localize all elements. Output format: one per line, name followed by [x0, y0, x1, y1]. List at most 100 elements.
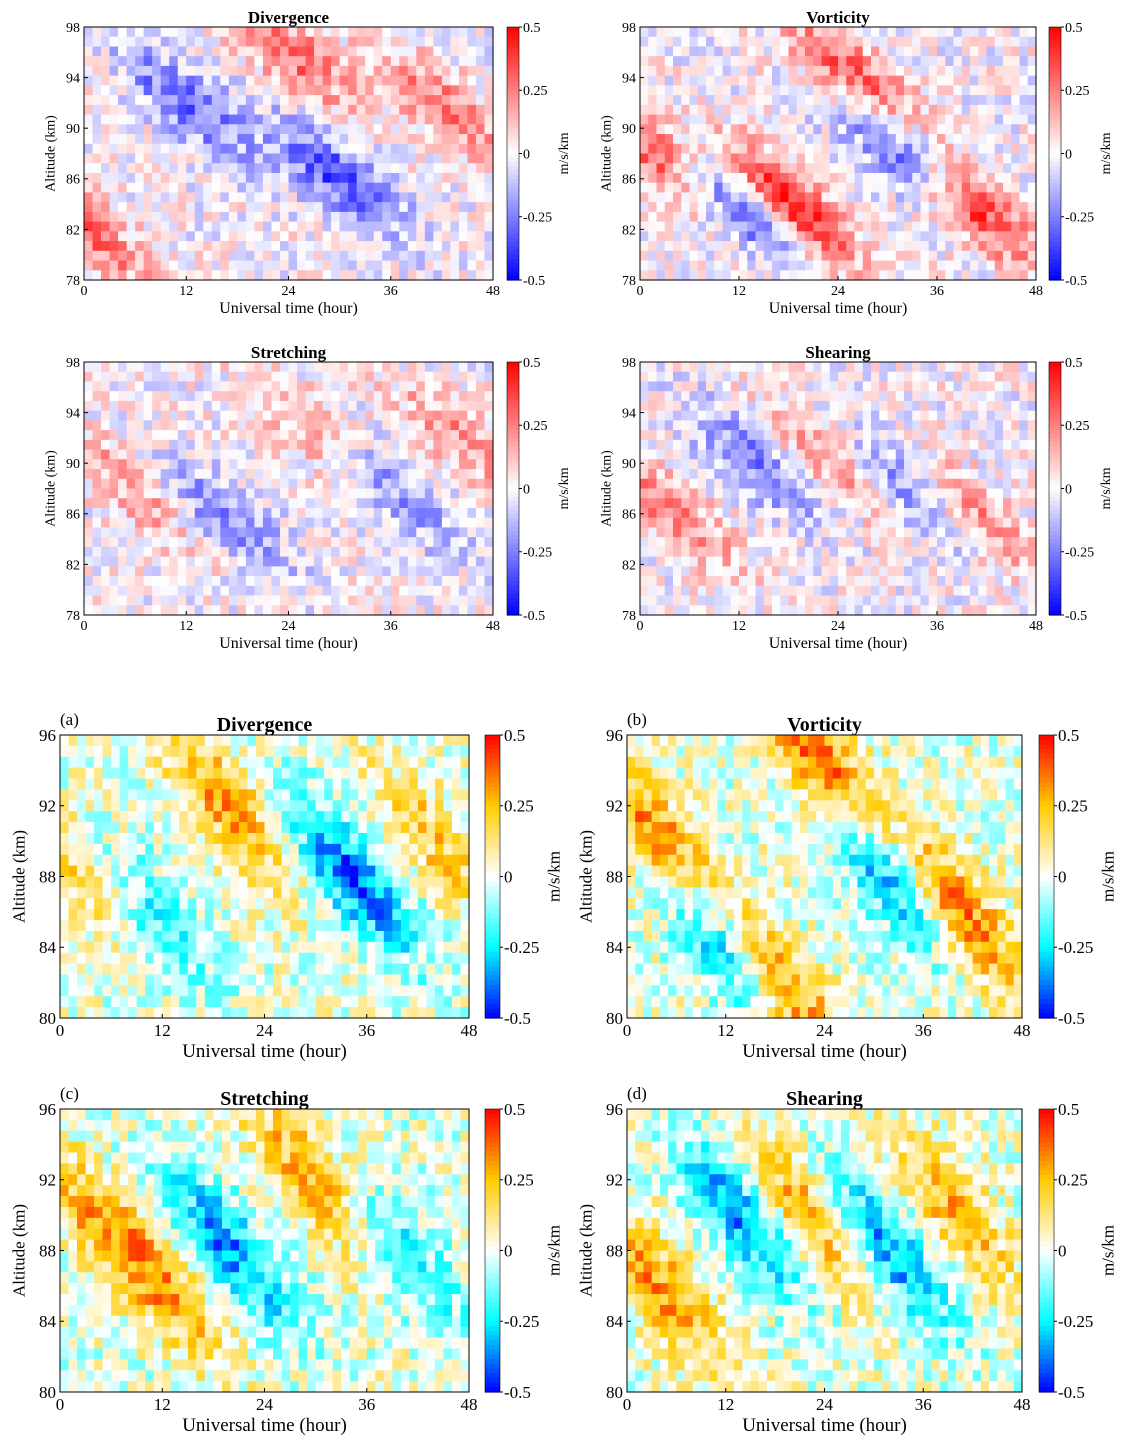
heatmap-cell: [755, 56, 765, 67]
heatmap-cell: [203, 172, 213, 184]
heatmap-cell: [887, 371, 897, 383]
heatmap-cell: [211, 517, 221, 529]
heatmap-cell: [475, 250, 486, 262]
heatmap-cell: [109, 430, 119, 441]
heatmap-cell: [986, 410, 996, 421]
heatmap-cell: [245, 362, 256, 373]
heatmap-cell: [177, 381, 187, 392]
colorbar-segment: [507, 136, 519, 142]
heatmap-cell: [288, 371, 298, 383]
heatmap-cell: [920, 260, 930, 271]
heatmap-cell: [656, 498, 666, 509]
heatmap-cell: [254, 75, 264, 86]
heatmap-cell: [177, 172, 187, 184]
heatmap-cell: [314, 134, 324, 145]
heatmap-cell: [254, 36, 264, 48]
heatmap-cell: [813, 182, 823, 194]
heatmap-cell: [846, 537, 856, 548]
heatmap-cell: [177, 527, 187, 538]
heatmap-cell: [978, 270, 988, 281]
heatmap-cell: [821, 459, 831, 470]
heatmap-cell: [854, 95, 864, 106]
heatmap-cell: [245, 241, 256, 252]
heatmap-cell: [813, 371, 823, 383]
heatmap-cell: [714, 134, 724, 145]
heatmap-cell: [203, 362, 213, 373]
heatmap-cell: [228, 124, 238, 135]
heatmap-cell: [271, 420, 281, 431]
heatmap-cell: [813, 211, 823, 223]
heatmap-cell: [135, 95, 145, 106]
heatmap-cell: [681, 260, 691, 271]
heatmap-cell: [714, 449, 724, 460]
heatmap-cell: [747, 439, 757, 451]
heatmap-cell: [390, 420, 400, 431]
heatmap-cell: [220, 546, 230, 558]
heatmap-cell: [747, 469, 757, 480]
heatmap-cell: [211, 391, 221, 402]
heatmap-cell: [467, 46, 477, 57]
heatmap-cell: [1011, 439, 1021, 451]
heatmap-cell: [433, 163, 443, 174]
heatmap-cell: [101, 420, 111, 431]
heatmap-cell: [961, 211, 971, 223]
heatmap-cell: [331, 95, 341, 106]
heatmap-cell: [475, 211, 486, 223]
heatmap-cell: [279, 595, 290, 606]
heatmap-cell: [305, 439, 315, 451]
heatmap-cell: [288, 498, 298, 509]
heatmap-cell: [467, 192, 477, 203]
heatmap-cell: [780, 114, 790, 125]
heatmap-cell: [945, 27, 955, 38]
heatmap-cell: [796, 46, 806, 57]
heatmap-cell: [450, 75, 460, 86]
heatmap-cell: [160, 507, 170, 519]
heatmap-cell: [314, 95, 324, 106]
heatmap-cell: [854, 498, 864, 509]
heatmap-cell: [135, 65, 145, 77]
heatmap-cell: [314, 163, 324, 174]
heatmap-cell: [194, 56, 204, 67]
heatmap-cell: [887, 46, 897, 57]
heatmap-cell: [407, 241, 417, 252]
heatmap-cell: [821, 478, 831, 490]
heatmap-cell: [945, 362, 955, 373]
heatmap-cell: [664, 270, 674, 281]
heatmap-cell: [953, 250, 963, 262]
heatmap-cell: [640, 211, 649, 223]
heatmap-cell: [382, 507, 392, 519]
heatmap-cell: [722, 537, 732, 548]
heatmap-cell: [978, 95, 988, 106]
heatmap-cell: [1019, 371, 1029, 383]
heatmap-cell: [920, 65, 930, 77]
heatmap-cell: [424, 124, 434, 135]
heatmap-cell: [433, 260, 443, 271]
heatmap-cell: [1027, 153, 1037, 164]
heatmap-cell: [970, 270, 979, 281]
heatmap-cell: [970, 134, 979, 145]
heatmap-cell: [152, 381, 162, 392]
heatmap-cell: [788, 488, 798, 499]
heatmap-cell: [339, 469, 349, 480]
heatmap-cell: [978, 439, 988, 451]
heatmap-cell: [237, 556, 247, 567]
heatmap-cell: [416, 410, 426, 421]
heatmap-cell: [143, 449, 153, 460]
heatmap-cell: [1019, 400, 1029, 412]
colorbar-tick-label: -0.5: [523, 609, 545, 624]
heatmap-cell: [390, 192, 400, 203]
heatmap-cell: [714, 537, 724, 548]
heatmap-cell: [796, 211, 806, 223]
heatmap-cell: [904, 410, 913, 421]
heatmap-cell: [755, 270, 765, 281]
heatmap-cell: [945, 221, 955, 232]
heatmap-cell: [928, 27, 938, 38]
heatmap-cell: [416, 270, 426, 281]
heatmap-cell: [887, 56, 897, 67]
heatmap-cell: [714, 439, 724, 451]
heatmap-cell: [970, 172, 979, 184]
heatmap-cell: [467, 391, 477, 402]
heatmap-cell: [846, 400, 856, 412]
heatmap-cell: [912, 241, 922, 252]
heatmap-cell: [186, 566, 196, 577]
